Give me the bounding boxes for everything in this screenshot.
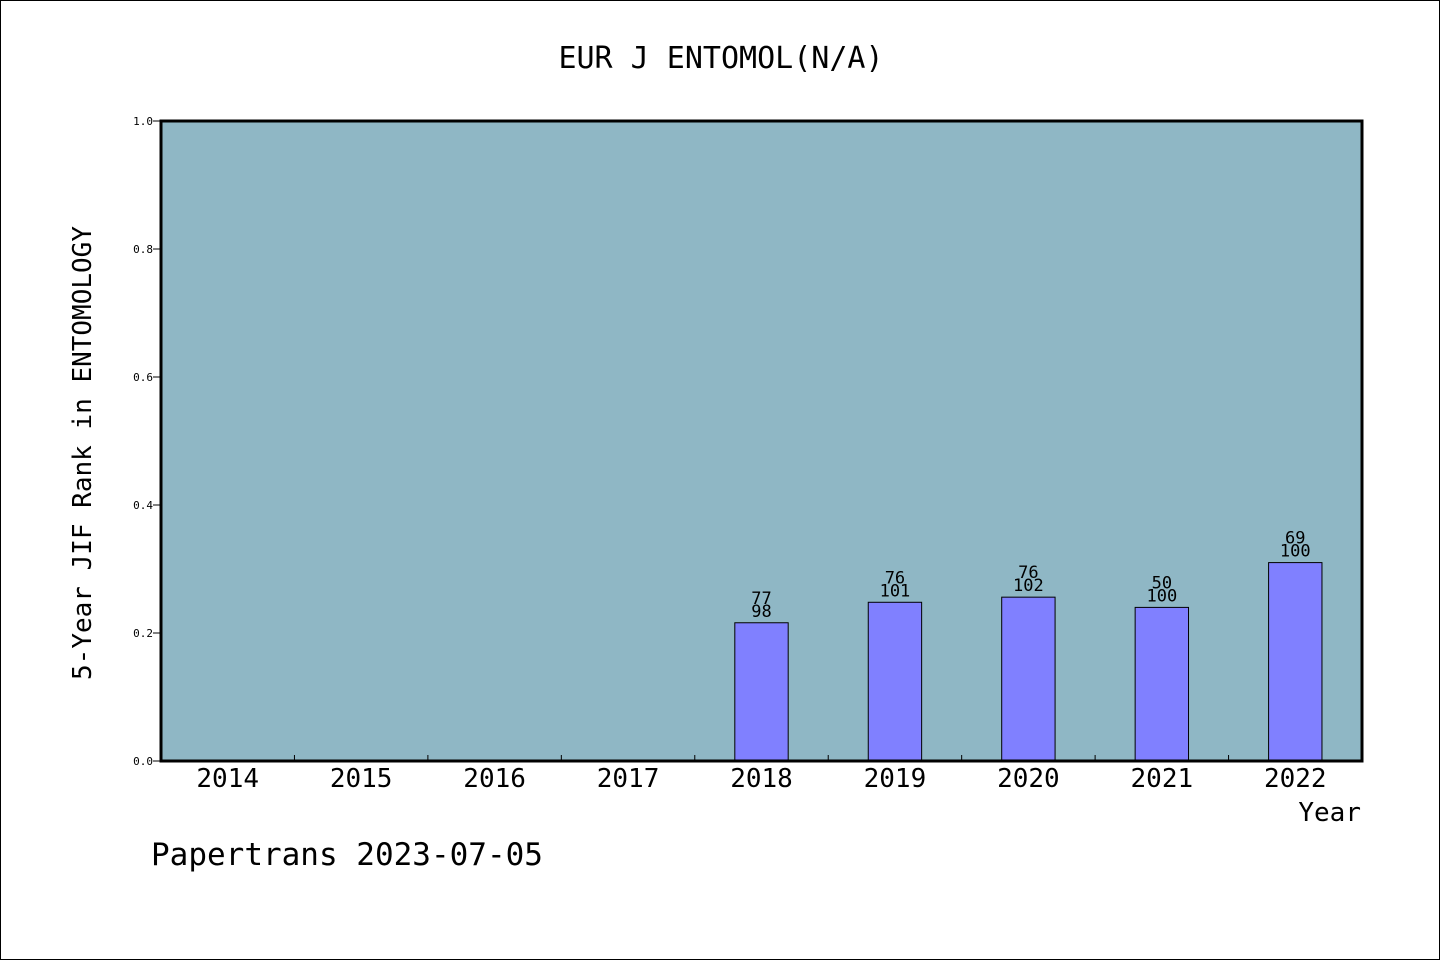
bar-rank-label: 69 <box>1285 529 1305 549</box>
bar-total-label: 101 <box>880 581 911 601</box>
bar-rank-label: 76 <box>1018 563 1038 583</box>
x-tick-label: 2014 <box>196 764 259 794</box>
x-tick-label: 2017 <box>597 764 660 794</box>
chart-title: EUR J ENTOMOL(N/A) <box>558 41 883 76</box>
bar-total-label: 100 <box>1146 586 1177 606</box>
x-tick-label: 2021 <box>1131 764 1194 794</box>
bar-rank-label: 77 <box>751 589 771 609</box>
y-axis-label: 5-Year JIF Rank in ENTOMOLOGY <box>68 226 98 680</box>
bar <box>1134 606 1190 762</box>
bar <box>1268 562 1323 762</box>
x-tick-label: 2019 <box>864 764 927 794</box>
x-tick-label: 2020 <box>997 764 1060 794</box>
x-tick-label: 2018 <box>730 764 793 794</box>
y-tick-label: 0.0 <box>133 755 153 768</box>
plot-border <box>159 119 1364 763</box>
y-tick-label: 0.8 <box>133 243 153 256</box>
bars-group <box>734 562 1323 762</box>
y-tick-label: 0.2 <box>133 627 153 640</box>
x-axis-label: Year <box>1298 798 1361 828</box>
y-tick-label: 0.6 <box>133 371 153 384</box>
x-tick-label: 2015 <box>330 764 393 794</box>
x-tick-label: 2016 <box>463 764 526 794</box>
bar-total-label: 102 <box>1013 576 1044 596</box>
bar-rank-label: 50 <box>1152 573 1172 593</box>
bar <box>867 601 923 762</box>
y-axis: 0.0 0.2 0.4 0.6 0.8 1.0 <box>133 115 161 768</box>
bar <box>1001 596 1056 762</box>
bar-total-label: 98 <box>751 602 771 622</box>
bar <box>734 622 789 762</box>
y-tick-label: 1.0 <box>133 115 153 128</box>
x-tick-label: 2022 <box>1264 764 1327 794</box>
footer-credit: Papertrans 2023-07-05 <box>151 837 543 873</box>
bar-total-label: 100 <box>1280 542 1311 562</box>
bar-rank-label: 76 <box>885 568 905 588</box>
y-tick-label: 0.4 <box>133 499 153 512</box>
x-axis: 2014 2015 2016 2017 2018 2019 2020 2021 2022 <box>196 755 1327 794</box>
